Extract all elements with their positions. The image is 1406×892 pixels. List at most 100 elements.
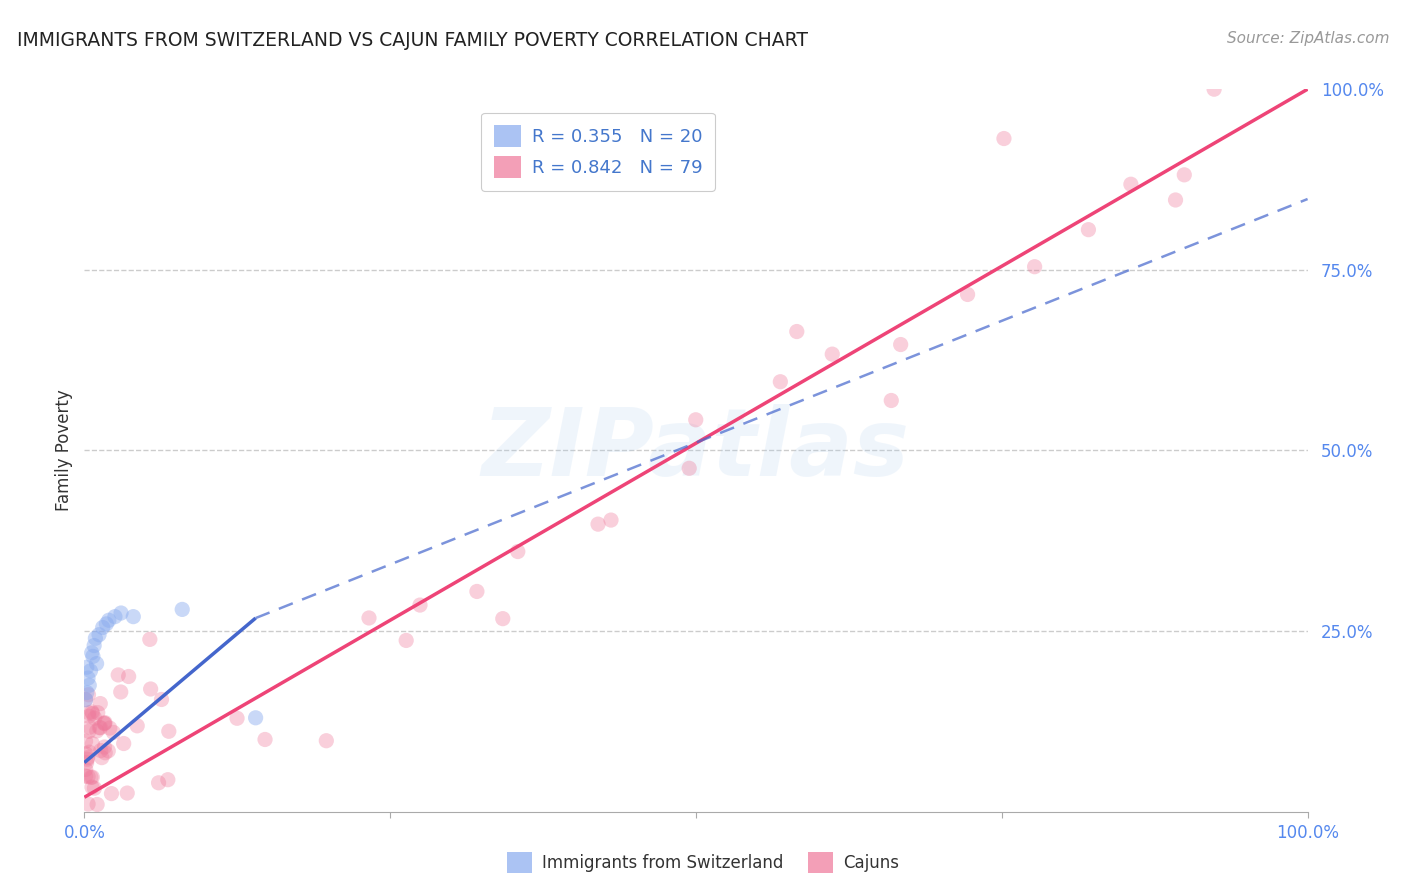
Point [117,669,139,683]
Point [84,632,107,646]
Point [76,660,98,674]
Point [77,797,100,811]
Point [75,763,97,777]
Point [769,375,792,389]
Point [77,671,100,685]
Point [1024,260,1046,274]
Point [678,461,700,475]
Point [97,613,120,627]
Point [156,772,179,787]
Point [90,750,112,764]
Point [112,737,135,751]
Point [110,685,132,699]
Point [76,685,98,699]
Text: ZIPatlas: ZIPatlas [482,404,910,497]
Point [83,781,105,796]
Point [80,646,103,660]
Point [890,337,912,351]
Point [79,664,101,678]
Point [77,706,100,720]
Point [253,732,276,747]
Point [993,131,1015,145]
Point [1077,222,1099,236]
Point [150,692,173,706]
Point [89,721,111,735]
Point [86,657,108,671]
Point [172,602,194,616]
Point [76,756,98,770]
Point [98,721,121,735]
Point [75,734,97,748]
Point [139,681,162,696]
Point [76,750,98,764]
Point [492,612,515,626]
Point [82,706,104,721]
Point [104,609,127,624]
Point [821,347,844,361]
Point [226,711,249,725]
Text: Source: ZipAtlas.com: Source: ZipAtlas.com [1226,31,1389,46]
Legend: Immigrants from Switzerland, Cajuns: Immigrants from Switzerland, Cajuns [501,846,905,880]
Point [786,325,808,339]
Point [685,413,707,427]
Point [80,705,103,719]
Point [77,724,100,739]
Point [82,737,104,751]
Point [148,776,170,790]
Point [83,711,105,725]
Point [82,649,104,664]
Point [107,668,129,682]
Point [1204,82,1226,96]
Point [465,584,488,599]
Point [77,745,100,759]
Point [77,770,100,784]
Y-axis label: Family Poverty: Family Poverty [55,390,73,511]
Point [77,678,100,692]
Point [115,786,138,800]
Point [89,697,111,711]
Point [80,770,103,784]
Point [77,688,100,702]
Point [86,723,108,738]
Point [94,715,117,730]
Point [1119,178,1142,192]
Point [75,747,97,761]
Point [110,606,132,620]
Point [75,692,97,706]
Point [245,711,267,725]
Point [97,744,120,758]
Point [880,393,903,408]
Point [79,720,101,734]
Point [395,633,418,648]
Point [90,743,112,757]
Point [357,611,380,625]
Point [75,692,97,706]
Point [76,752,98,766]
Point [91,620,114,634]
Point [100,787,122,801]
Point [409,598,432,612]
Point [506,544,529,558]
Point [93,739,115,754]
Legend: R = 0.355   N = 20, R = 0.842   N = 79: R = 0.355 N = 20, R = 0.842 N = 79 [481,112,716,191]
Point [83,639,105,653]
Point [586,517,609,532]
Text: IMMIGRANTS FROM SWITZERLAND VS CAJUN FAMILY POVERTY CORRELATION CHART: IMMIGRANTS FROM SWITZERLAND VS CAJUN FAM… [17,31,808,50]
Point [89,721,111,735]
Point [94,746,117,760]
Point [139,632,162,647]
Point [600,513,623,527]
Point [86,797,108,812]
Point [956,287,979,301]
Point [75,769,97,783]
Point [87,706,110,720]
Point [103,725,125,739]
Point [1164,193,1187,207]
Point [80,780,103,794]
Point [87,628,110,642]
Point [122,609,145,624]
Point [77,709,100,723]
Point [93,716,115,731]
Point [93,716,115,731]
Point [1173,168,1195,182]
